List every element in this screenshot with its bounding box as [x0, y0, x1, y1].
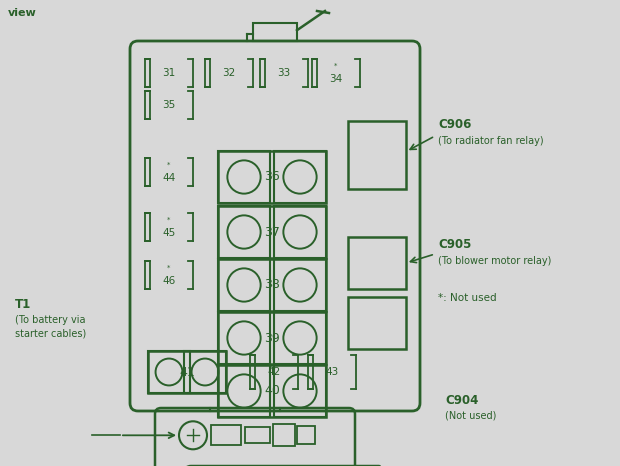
Text: 43: 43	[326, 367, 339, 377]
Text: *: *	[334, 63, 338, 69]
Text: 32: 32	[223, 68, 236, 78]
Bar	[245, 427, 270, 443]
Bar	[184, 351, 226, 393]
Bar	[218, 365, 326, 417]
Text: C904: C904	[445, 394, 479, 407]
Bar	[274, 206, 326, 258]
Bar	[253, 23, 297, 41]
Bar	[148, 351, 190, 393]
Text: (To battery via: (To battery via	[15, 315, 86, 325]
Bar	[274, 151, 326, 203]
Bar	[218, 259, 270, 311]
Text: *: *	[167, 162, 170, 168]
Text: view: view	[8, 8, 37, 18]
Bar	[274, 312, 326, 364]
Text: 31: 31	[162, 68, 175, 78]
Text: (To blower motor relay): (To blower motor relay)	[438, 256, 551, 266]
Bar	[218, 312, 270, 364]
Text: 37: 37	[264, 226, 280, 239]
Bar	[297, 426, 315, 444]
Text: 36: 36	[264, 171, 280, 184]
Text: 35: 35	[162, 100, 175, 110]
Text: (To radiator fan relay): (To radiator fan relay)	[438, 136, 544, 146]
Bar	[348, 297, 406, 349]
Bar	[274, 365, 326, 417]
Bar	[274, 259, 326, 311]
Text: C906: C906	[438, 118, 471, 131]
Text: *: *	[167, 217, 170, 223]
Bar	[348, 237, 406, 289]
Text: 33: 33	[277, 68, 291, 78]
Bar	[273, 425, 295, 446]
Text: C905: C905	[438, 238, 471, 251]
Bar	[148, 351, 226, 393]
Bar	[218, 151, 326, 203]
Text: 38: 38	[264, 279, 280, 292]
Bar	[218, 365, 270, 417]
Bar	[218, 312, 326, 364]
Text: 45: 45	[162, 228, 175, 238]
Text: 42: 42	[267, 367, 281, 377]
Bar	[218, 151, 270, 203]
Bar	[218, 206, 326, 258]
Bar	[218, 206, 270, 258]
Text: 46: 46	[162, 276, 175, 286]
Text: *: *	[167, 265, 170, 271]
Text: 41: 41	[179, 365, 195, 378]
Text: 39: 39	[264, 331, 280, 344]
Text: 44: 44	[162, 173, 175, 183]
Bar	[211, 425, 241, 445]
Bar	[218, 259, 326, 311]
Text: T1: T1	[15, 298, 31, 311]
Text: *: Not used: *: Not used	[438, 293, 497, 303]
Bar	[348, 121, 406, 189]
Text: 40: 40	[264, 384, 280, 397]
Text: 34: 34	[329, 74, 343, 84]
Text: (Not used): (Not used)	[445, 411, 497, 421]
Text: starter cables): starter cables)	[15, 328, 86, 338]
